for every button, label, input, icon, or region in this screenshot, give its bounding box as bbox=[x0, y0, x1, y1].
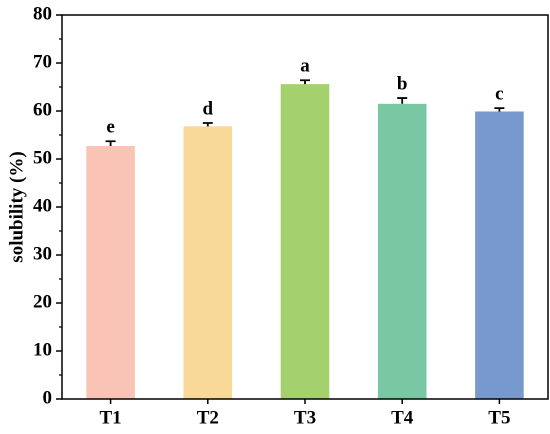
significance-letter: a bbox=[300, 56, 310, 77]
bar bbox=[280, 84, 330, 400]
y-tick-label: 0 bbox=[43, 387, 53, 408]
significance-letter: c bbox=[495, 83, 503, 104]
y-tick-label: 40 bbox=[33, 195, 52, 216]
error-bar bbox=[397, 97, 408, 104]
x-tick-label: T2 bbox=[197, 407, 219, 428]
y-tick-label: 80 bbox=[33, 3, 52, 24]
significance-letter: d bbox=[203, 98, 214, 119]
x-tick-label: T5 bbox=[488, 407, 510, 428]
x-tick-label: T1 bbox=[100, 407, 122, 428]
bar bbox=[377, 103, 427, 400]
y-tick-label: 10 bbox=[33, 339, 52, 360]
x-tick-label: T3 bbox=[294, 407, 316, 428]
significance-letter: e bbox=[106, 117, 114, 138]
y-axis-title: solubility (%) bbox=[6, 151, 27, 262]
y-tick-label: 20 bbox=[33, 291, 52, 312]
y-tick-label: 60 bbox=[33, 99, 52, 120]
bar bbox=[86, 146, 135, 399]
significance-letter: b bbox=[397, 73, 408, 94]
error-bar bbox=[494, 107, 505, 112]
y-tick-label: 50 bbox=[33, 147, 52, 168]
x-tick-label: T4 bbox=[391, 407, 414, 428]
y-tick-label: 70 bbox=[33, 51, 52, 72]
bar bbox=[475, 111, 524, 399]
bar bbox=[183, 126, 233, 400]
y-tick-label: 30 bbox=[33, 243, 52, 264]
error-bar bbox=[300, 79, 310, 85]
plot-frame bbox=[61, 14, 549, 400]
error-bar bbox=[202, 122, 213, 127]
error-bar bbox=[105, 140, 116, 147]
